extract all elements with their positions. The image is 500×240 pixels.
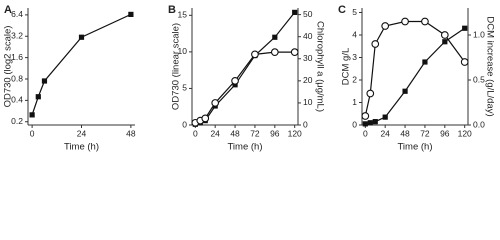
y-tick-label: 5 (182, 83, 187, 93)
y-tick-label: 0.8 (11, 73, 23, 83)
marker (366, 89, 375, 98)
y-axis-label: DCM g/L (341, 48, 352, 85)
panel-label: B (168, 4, 176, 16)
marker (251, 50, 259, 59)
x-tick-label: 48 (126, 128, 136, 138)
marker (78, 34, 85, 40)
marker (232, 82, 238, 88)
x-tick-label: 96 (440, 128, 450, 138)
marker (35, 94, 41, 100)
y-tick-label: 6.4 (11, 9, 23, 19)
series-line (195, 51, 295, 124)
y-tick-label: 0 (182, 119, 187, 129)
y-tick-label: 0 (352, 119, 357, 129)
y2-tick-label: 40 (303, 31, 313, 41)
x-axis-label: Time (h) (64, 142, 99, 153)
x-axis-label: Time (h) (397, 142, 432, 153)
y-tick-label: 0.2 (11, 116, 23, 126)
marker (29, 112, 35, 118)
y-tick-label: 0.4 (11, 95, 23, 105)
x-tick-label: 24 (210, 128, 220, 138)
x-tick-label: 120 (458, 128, 472, 138)
marker (290, 48, 299, 57)
x-tick-label: 24 (380, 128, 390, 138)
x-tick-label: 48 (400, 128, 410, 138)
y2-tick-label: 30 (303, 53, 313, 63)
x-tick-label: 0 (193, 128, 198, 138)
x-tick-label: 72 (250, 128, 260, 138)
x-tick-label: 72 (420, 128, 430, 138)
panel-label: A (4, 4, 12, 16)
y-axis-label: OD730 (log2 scale) (3, 26, 14, 108)
marker (382, 114, 388, 120)
marker (402, 88, 408, 94)
y-tick-label: 3 (352, 52, 357, 62)
x-tick-label: 0 (30, 128, 35, 138)
y-tick-label: 1 (352, 97, 357, 107)
marker (371, 40, 380, 48)
x-tick-label: 0 (363, 128, 368, 138)
x-tick-label: 120 (288, 128, 302, 138)
panel-label: C (338, 4, 346, 16)
y-axis-label: OD730 (linear scale) (171, 23, 182, 110)
y-tick-label: 5 (352, 7, 357, 17)
marker (362, 121, 368, 127)
series-line (31, 13, 132, 116)
y-tick-label: 2 (352, 74, 357, 84)
marker (442, 39, 448, 45)
y-tick-label: 10 (178, 46, 188, 56)
x-axis-label: Time (h) (227, 142, 262, 153)
marker (401, 17, 409, 26)
marker (462, 25, 468, 31)
x-tick-label: 48 (230, 128, 240, 138)
marker (460, 58, 469, 66)
x-tick-label: 96 (270, 128, 280, 138)
marker (372, 119, 378, 125)
marker (128, 11, 134, 18)
marker (421, 17, 429, 26)
y-tick-label: 1.6 (11, 52, 23, 62)
marker (272, 34, 278, 40)
marker (41, 78, 48, 84)
y2-tick-label: 20 (303, 75, 313, 85)
y2-tick-label: 10 (303, 97, 313, 107)
marker (292, 9, 298, 15)
marker (367, 120, 373, 126)
y2-tick-label: 0 (303, 119, 308, 129)
y-tick-label: 3.2 (11, 31, 23, 41)
marker (201, 114, 210, 123)
marker (361, 112, 370, 120)
x-tick-label: 24 (77, 128, 87, 138)
marker (270, 48, 279, 57)
marker (211, 99, 220, 107)
series-line (364, 20, 466, 117)
marker (440, 31, 449, 39)
y2-tick-label: 0.5 (473, 74, 485, 84)
marker (231, 76, 239, 85)
y2-axis-label: Chlorophyll a (μg/mL) (314, 21, 325, 112)
marker (422, 59, 428, 65)
y2-tick-label: 0.0 (473, 119, 485, 129)
y2-tick-label: 50 (303, 9, 313, 19)
y-tick-label: 4 (352, 29, 357, 39)
y-tick-label: 15 (178, 10, 188, 20)
y2-tick-label: 1.0 (473, 29, 485, 39)
marker (381, 22, 390, 30)
y2-axis-label: DCM increase (g/L/day) (484, 16, 495, 116)
